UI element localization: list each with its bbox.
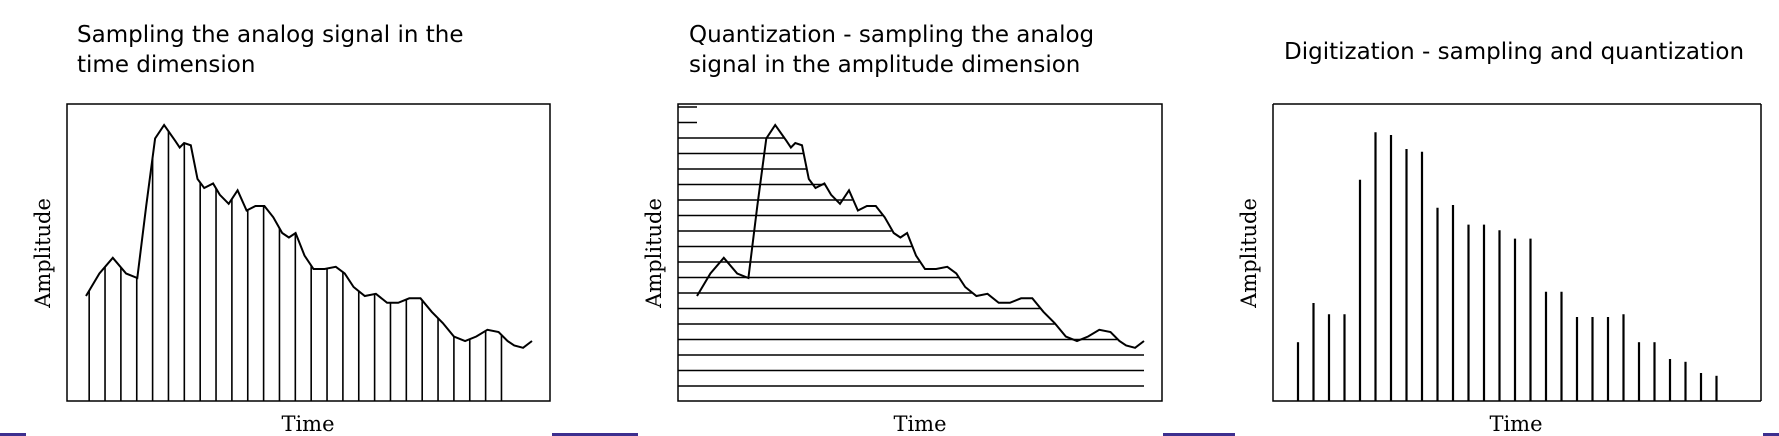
panel-1-title: Sampling the analog signal in the time d… bbox=[77, 22, 464, 78]
panel-1-signal-curve bbox=[85, 123, 533, 349]
panel-2-frame bbox=[677, 103, 1163, 402]
slide-footer-accent-left bbox=[0, 433, 26, 436]
panel-3-xlabel: Time bbox=[1489, 412, 1542, 436]
panel-2-quantization-lines bbox=[678, 106, 1144, 387]
panel-1-sample-lines bbox=[88, 131, 503, 401]
panel-1-frame bbox=[66, 103, 551, 402]
slide-footer-accent-right bbox=[1163, 433, 1235, 436]
panel-2-xlabel: Time bbox=[893, 412, 946, 436]
panel-3-ylabel: Amplitude bbox=[1237, 198, 1261, 309]
panel-2-ylabel: Amplitude bbox=[642, 198, 666, 309]
panel-2-signal-curve bbox=[696, 123, 1145, 349]
panel-3-digitization: Time Amplitude bbox=[1237, 103, 1762, 436]
panel-3-frame bbox=[1272, 104, 1761, 402]
slide-footer-accent-mid bbox=[552, 433, 638, 436]
panel-3-title: Digitization - sampling and quantization bbox=[1284, 39, 1745, 65]
panel-3-digitized-bars bbox=[1296, 132, 1718, 401]
panel-2-quantization: Time Amplitude bbox=[642, 103, 1163, 436]
panel-2-title: Quantization - sampling the analog signa… bbox=[689, 22, 1095, 78]
panel-1-xlabel: Time bbox=[281, 412, 334, 436]
panel-1-ylabel: Amplitude bbox=[31, 198, 55, 309]
panel-1-sampling: Time Amplitude bbox=[31, 103, 551, 436]
slide-footer-accent-end bbox=[1763, 433, 1779, 436]
